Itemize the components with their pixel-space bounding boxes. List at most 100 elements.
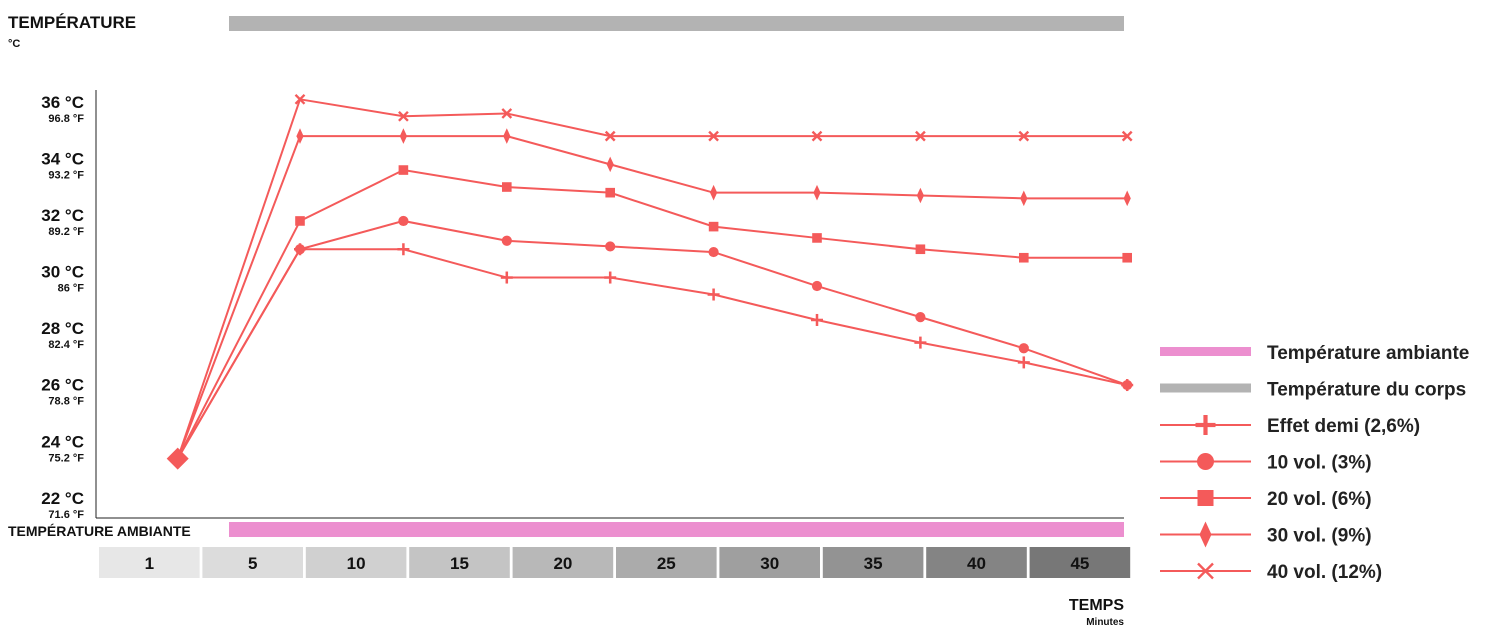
data-point-square (708, 221, 719, 232)
y-tick-celsius: 26 °C (41, 376, 84, 395)
y-tick-celsius: 24 °C (41, 432, 84, 451)
legend-label: 30 vol. (9%) (1267, 526, 1372, 547)
time-box (822, 547, 924, 578)
data-point-square (398, 165, 409, 175)
data-point-plus (397, 243, 410, 256)
legend-swatch (1160, 383, 1251, 393)
data-point-diamond (813, 184, 821, 201)
legend-swatch (1160, 347, 1251, 356)
data-point-square (1019, 252, 1029, 263)
y-tick-fahrenheit: 82.4 °F (48, 339, 84, 351)
data-point-x (708, 130, 719, 142)
time-box (926, 547, 1027, 578)
data-point-diamond (399, 128, 407, 144)
start-point (166, 447, 189, 470)
data-point-square (295, 216, 305, 226)
data-point-diamond (916, 187, 924, 204)
y-tick-labels: 36 °C96.8 °F 34 °C93.2 °F 32 °C89.2 °F 30 °… (41, 93, 84, 521)
legend-item: Effet demi (2,6%) (1160, 415, 1420, 437)
data-point-circle (1018, 343, 1029, 354)
data-point-x (915, 130, 926, 142)
legend-marker-circle (1197, 453, 1214, 470)
x-axis-title: TEMPS (1069, 597, 1124, 614)
y-tick-celsius: 28 °C (41, 319, 84, 338)
data-point-square (915, 244, 926, 255)
series-line (176, 219, 1128, 460)
legend: Température ambiante Température du corps… (1160, 343, 1469, 583)
legend-label: Effet demi (2,6%) (1267, 416, 1420, 437)
y-tick-fahrenheit: 86 °F (58, 283, 85, 295)
data-point-circle (915, 312, 926, 323)
y-tick-fahrenheit: 89.2 °F (48, 226, 84, 238)
body-temperature-bar (229, 16, 1124, 31)
data-point-diamond (710, 184, 718, 201)
data-point-x (501, 108, 513, 119)
y-tick-fahrenheit: 71.6 °F (48, 509, 84, 521)
legend-item: Température du corps (1160, 380, 1466, 401)
series-line (176, 248, 1128, 460)
series-line (176, 169, 1128, 460)
data-point-circle (1122, 379, 1133, 391)
x-tick-label: 20 (553, 554, 572, 573)
time-box (409, 547, 510, 578)
x-axis-unit: Minutes (1086, 617, 1124, 628)
legend-item: 10 vol. (3%) (1160, 453, 1372, 474)
data-point-diamond (296, 128, 304, 144)
legend-marker-diamond (1199, 521, 1212, 548)
data-point-x (1018, 130, 1030, 142)
series-group (166, 93, 1134, 470)
legend-label: 40 vol. (12%) (1267, 562, 1382, 583)
data-point-plus (500, 271, 513, 284)
legend-item: Température ambiante (1160, 343, 1469, 364)
x-tick-label: 35 (864, 554, 883, 573)
y-tick-fahrenheit: 93.2 °F (48, 169, 84, 181)
data-point-diamond (1020, 190, 1028, 207)
data-point-diamond (1123, 190, 1131, 207)
data-point-x (1121, 130, 1133, 142)
y-tick-fahrenheit: 96.8 °F (48, 113, 84, 125)
y-tick-celsius: 36 °C (41, 93, 84, 112)
series-line (176, 135, 1128, 459)
legend-label: 20 vol. (6%) (1267, 489, 1372, 510)
data-point-circle (501, 235, 512, 246)
data-point-square (1122, 252, 1132, 263)
data-point-circle (811, 280, 823, 292)
y-tick-celsius: 34 °C (41, 149, 84, 168)
x-tick-label: 10 (347, 554, 366, 573)
data-point-square (605, 187, 615, 198)
time-axis: 1 5 10 15 20 25 30 35 40 45 (99, 547, 1131, 578)
x-tick-label: 40 (967, 554, 986, 573)
time-box (202, 547, 303, 578)
data-point-plus (604, 271, 617, 284)
series-line (176, 98, 1128, 459)
data-point-circle (398, 215, 409, 227)
y-axis-unit: °C (8, 38, 20, 50)
data-point-plus (811, 313, 823, 326)
time-box (305, 547, 407, 578)
data-point-plus (914, 336, 927, 349)
legend-marker-plus (1195, 415, 1216, 435)
x-tick-label: 15 (450, 554, 469, 573)
y-tick-celsius: 30 °C (41, 263, 84, 282)
x-tick-label: 5 (248, 554, 257, 573)
time-box (99, 547, 200, 578)
legend-item: 40 vol. (12%) (1160, 562, 1382, 583)
x-tick-label: 30 (760, 554, 779, 573)
ambient-temperature-bar (229, 522, 1124, 537)
data-point-square (812, 233, 822, 243)
legend-marker-x (1197, 562, 1214, 580)
y-tick-celsius: 32 °C (41, 206, 84, 225)
data-point-circle (708, 246, 719, 258)
time-box (1029, 547, 1131, 578)
data-point-x (398, 110, 409, 122)
y-tick-fahrenheit: 78.8 °F (48, 396, 84, 408)
data-point-diamond (503, 128, 511, 144)
x-tick-label: 1 (145, 554, 154, 573)
legend-label: Température du corps (1267, 380, 1466, 401)
y-tick-fahrenheit: 75.2 °F (48, 452, 84, 464)
data-point-x (294, 93, 306, 105)
legend-item: 30 vol. (9%) (1160, 521, 1372, 548)
ambient-label: TEMPÉRATURE AMBIANTE (8, 523, 191, 539)
data-point-circle (605, 241, 616, 252)
